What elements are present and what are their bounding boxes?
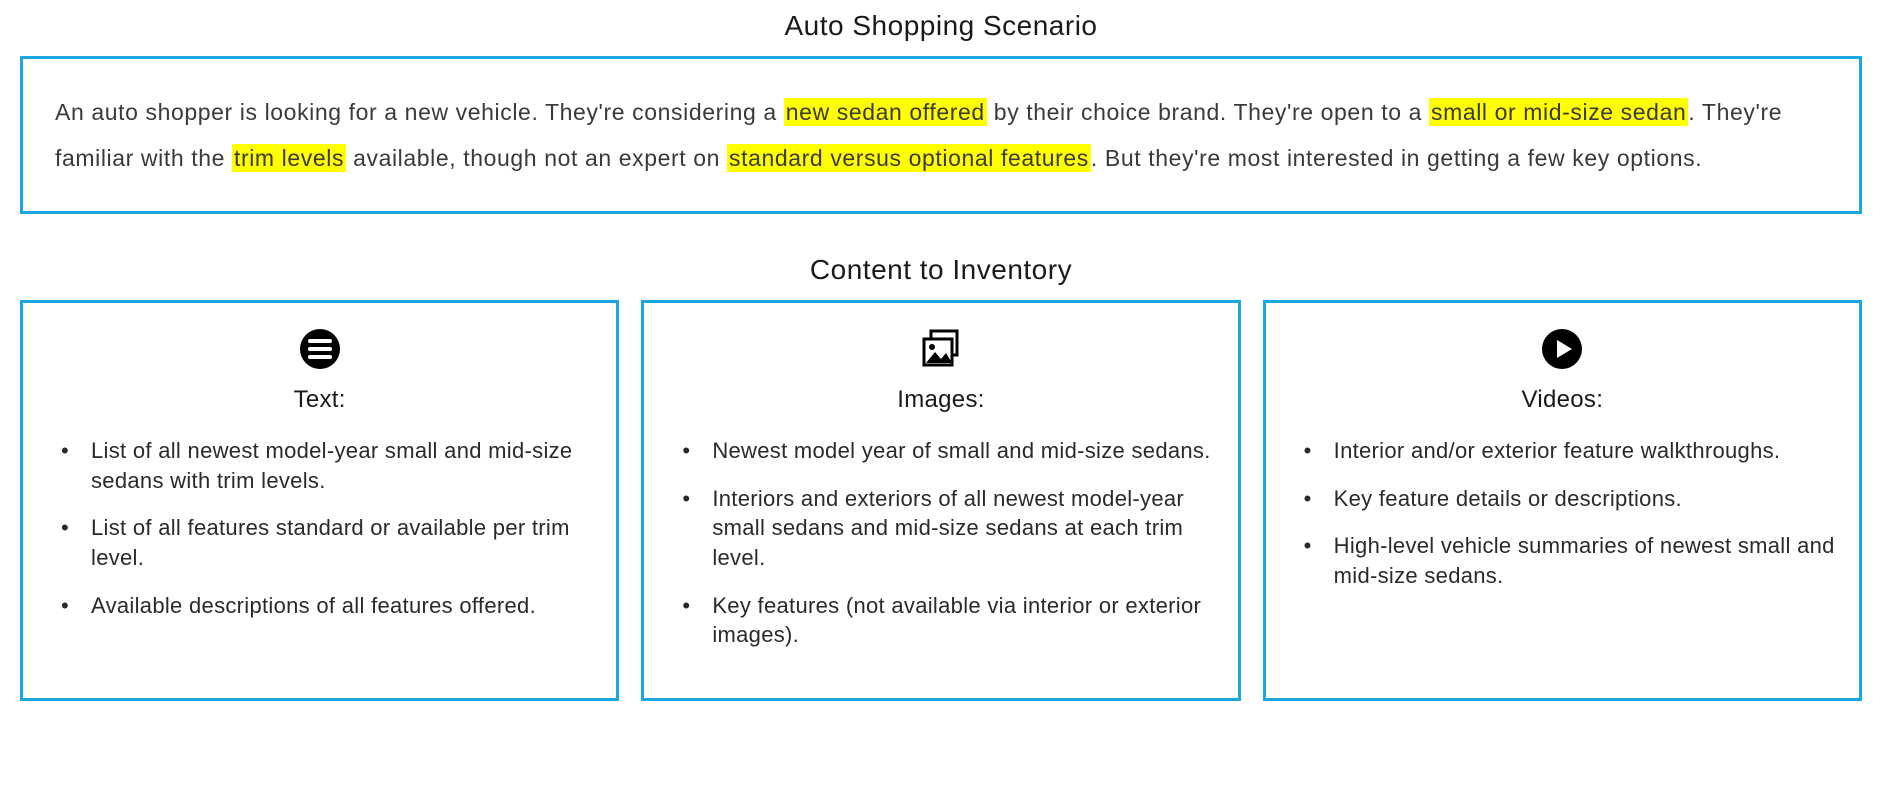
images-icon bbox=[919, 327, 963, 376]
list-item: List of all newest model-year small and … bbox=[47, 436, 592, 495]
highlight-span: small or mid-size sedan bbox=[1429, 98, 1688, 126]
inventory-card-video: Videos: Interior and/or exterior feature … bbox=[1263, 300, 1862, 701]
list-item: High-level vehicle summaries of newest s… bbox=[1290, 531, 1835, 590]
highlight-span: standard versus optional features bbox=[727, 144, 1091, 172]
scenario-text-span: . But they're most interested in getting… bbox=[1091, 145, 1702, 171]
card-title: Text: bbox=[47, 386, 592, 414]
inventory-card-images: Images: Newest model year of small and mi… bbox=[641, 300, 1240, 701]
scenario-box: An auto shopper is looking for a new veh… bbox=[20, 56, 1862, 214]
card-header: Videos: bbox=[1290, 327, 1835, 414]
list-item: List of all features standard or availab… bbox=[47, 513, 592, 572]
video-icon bbox=[1540, 327, 1584, 376]
list-item: Interior and/or exterior feature walkthr… bbox=[1290, 436, 1835, 466]
card-title: Images: bbox=[668, 386, 1213, 414]
card-header: Text: bbox=[47, 327, 592, 414]
highlight-span: trim levels bbox=[232, 144, 346, 172]
highlight-span: new sedan offered bbox=[784, 98, 987, 126]
scenario-text-span: available, though not an expert on bbox=[346, 145, 727, 171]
scenario-section: Auto Shopping Scenario An auto shopper i… bbox=[20, 10, 1862, 214]
list-item: Key features (not available via interior… bbox=[668, 591, 1213, 650]
cards-row: Text: List of all newest model-year small… bbox=[20, 300, 1862, 701]
card-title: Videos: bbox=[1290, 386, 1835, 414]
inventory-section: Content to Inventory Text: List of all ne… bbox=[20, 254, 1862, 701]
list-item: Available descriptions of all features o… bbox=[47, 591, 592, 621]
scenario-text: An auto shopper is looking for a new veh… bbox=[55, 89, 1827, 181]
text-icon bbox=[298, 327, 342, 376]
list-item: Newest model year of small and mid-size … bbox=[668, 436, 1213, 466]
inventory-title: Content to Inventory bbox=[20, 254, 1862, 286]
card-list: List of all newest model-year small and … bbox=[47, 436, 592, 620]
scenario-text-span: An auto shopper is looking for a new veh… bbox=[55, 99, 784, 125]
scenario-title: Auto Shopping Scenario bbox=[20, 10, 1862, 42]
list-item: Interiors and exteriors of all newest mo… bbox=[668, 484, 1213, 573]
card-header: Images: bbox=[668, 327, 1213, 414]
card-list: Interior and/or exterior feature walkthr… bbox=[1290, 436, 1835, 591]
card-list: Newest model year of small and mid-size … bbox=[668, 436, 1213, 650]
scenario-text-span: by their choice brand. They're open to a bbox=[987, 99, 1429, 125]
list-item: Key feature details or descriptions. bbox=[1290, 484, 1835, 514]
inventory-card-text: Text: List of all newest model-year small… bbox=[20, 300, 619, 701]
